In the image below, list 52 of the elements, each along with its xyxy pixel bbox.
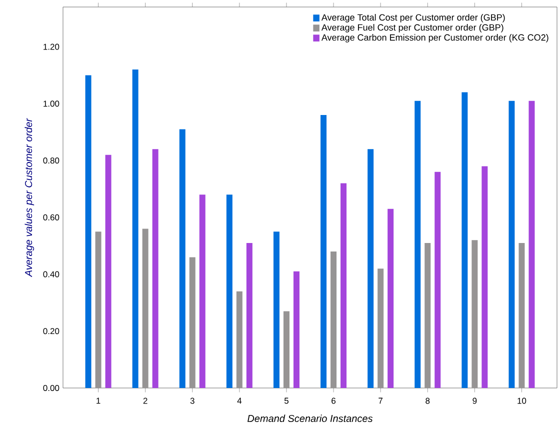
legend-label: Average Fuel Cost per Customer order (GBP) xyxy=(321,24,504,32)
bar xyxy=(320,115,327,388)
y-tick-label: 0.40 xyxy=(43,271,60,278)
bar xyxy=(152,149,158,388)
bar xyxy=(199,194,206,388)
x-tick-label: 9 xyxy=(472,398,477,404)
bar xyxy=(368,149,374,388)
x-tick-label: 2 xyxy=(143,398,148,404)
x-tick-label: 8 xyxy=(426,398,430,404)
bar xyxy=(528,100,535,388)
bar xyxy=(340,183,347,388)
y-tick-label: 0.80 xyxy=(43,158,60,164)
bar xyxy=(388,208,394,388)
x-tick-label: 3 xyxy=(190,398,194,404)
bar xyxy=(518,242,525,388)
bar xyxy=(246,242,252,388)
bar xyxy=(434,172,441,388)
bar xyxy=(508,100,515,388)
bar xyxy=(462,92,468,388)
bar xyxy=(226,194,232,388)
bar xyxy=(95,232,102,388)
x-tick-label: 1 xyxy=(96,398,100,404)
x-tick-label: 6 xyxy=(332,398,336,404)
x-axis-title: Demand Scenario Instances xyxy=(248,414,373,422)
bar xyxy=(85,75,92,388)
bar xyxy=(283,311,290,388)
bar xyxy=(472,240,478,388)
legend-label: Average Carbon Emission per Customer order (KG CO2) xyxy=(321,34,548,42)
bar xyxy=(414,100,421,388)
x-tick-label: 10 xyxy=(518,398,526,404)
bar xyxy=(236,291,242,388)
y-tick-label: 1.00 xyxy=(44,100,60,107)
bar xyxy=(132,70,138,388)
bar xyxy=(142,228,148,388)
x-tick-label: 4 xyxy=(237,398,242,404)
bar xyxy=(378,268,384,388)
bar xyxy=(105,154,112,388)
x-tick-label: 5 xyxy=(284,398,288,404)
bar xyxy=(482,166,488,388)
bar xyxy=(189,257,196,388)
bar xyxy=(293,271,300,388)
bar xyxy=(179,129,186,388)
y-axis-title: Average values per Customer order xyxy=(24,118,34,278)
x-tick-label: 7 xyxy=(378,398,383,404)
bar xyxy=(424,242,431,388)
y-tick-label: 0.00 xyxy=(43,384,60,392)
bar xyxy=(273,232,280,388)
legend-label: Average Total Cost per Customer order (GBP) xyxy=(321,14,505,22)
y-tick-label: 1.20 xyxy=(44,44,60,50)
y-tick-label: 0.60 xyxy=(43,214,60,220)
y-tick-label: 0.20 xyxy=(43,328,60,334)
bar xyxy=(330,252,337,388)
